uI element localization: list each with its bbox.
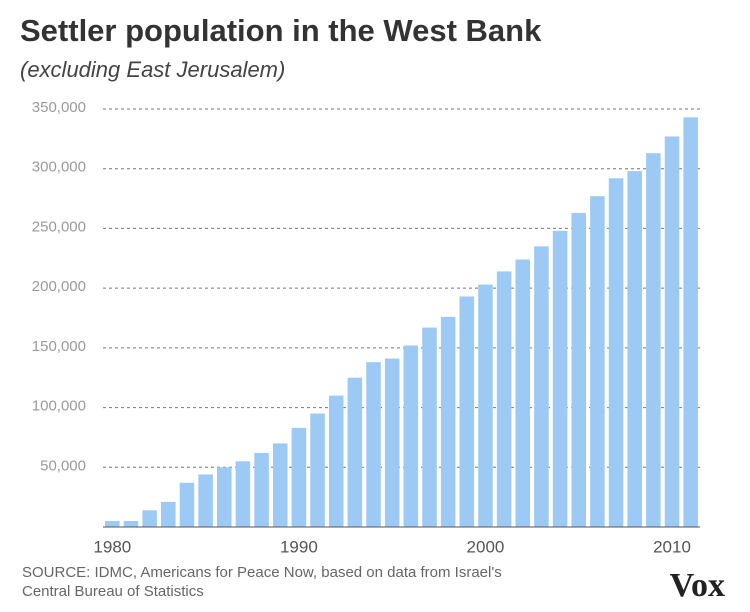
bar	[664, 136, 680, 527]
bar	[179, 482, 195, 527]
x-tick-label: 2010	[653, 537, 691, 556]
y-tick-label: 300,000	[32, 159, 86, 176]
bar	[403, 345, 419, 527]
bar	[254, 452, 269, 527]
x-tick-label: 1990	[280, 537, 318, 556]
x-tick-label: 2000	[467, 537, 505, 556]
bar	[627, 171, 642, 528]
x-tick-label: 1980	[93, 537, 131, 556]
bar	[571, 212, 587, 527]
logo: Vox	[670, 567, 725, 604]
chart-subtitle: (excluding East Jerusalem)	[20, 57, 285, 82]
y-tick-label: 250,000	[32, 218, 86, 235]
bar	[459, 296, 475, 527]
bar	[478, 284, 493, 527]
y-tick-label: 350,000	[32, 99, 86, 116]
y-tick-label: 200,000	[32, 278, 86, 295]
bar	[347, 377, 363, 527]
bar	[161, 501, 176, 527]
bar	[123, 521, 139, 527]
chart-title: Settler population in the West Bank	[20, 13, 542, 48]
y-tick-label: 50,000	[40, 457, 86, 474]
bar	[105, 521, 120, 527]
source: SOURCE: IDMC, Americans for Peace Now, b…	[22, 564, 502, 581]
bar	[683, 117, 698, 528]
bar	[272, 443, 288, 527]
bar	[328, 395, 344, 527]
bar	[198, 474, 213, 527]
bar	[496, 271, 512, 527]
bar	[142, 510, 157, 527]
bar	[291, 427, 307, 527]
y-tick-label: 100,000	[32, 398, 86, 415]
bar	[608, 178, 624, 528]
bar	[534, 246, 549, 528]
bar	[590, 196, 605, 527]
bar	[310, 413, 325, 527]
bar	[384, 358, 400, 527]
y-tick-label: 150,000	[32, 338, 86, 355]
source: Central Bureau of Statistics	[22, 583, 204, 600]
bar	[235, 461, 251, 527]
bar	[366, 362, 381, 527]
bar	[646, 153, 661, 527]
bar	[440, 316, 456, 527]
bar	[515, 259, 531, 527]
bar	[422, 327, 437, 527]
bar	[552, 230, 568, 527]
bar	[216, 467, 232, 527]
